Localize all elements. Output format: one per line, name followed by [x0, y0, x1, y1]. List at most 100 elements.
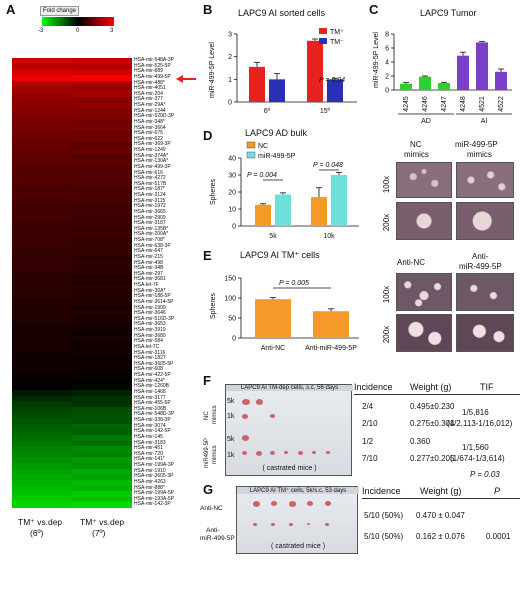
mirna-label: HSA-mir-3115: [134, 197, 166, 204]
chart-c-ytick-label: 2: [385, 74, 389, 81]
chart-c-xtick: 4247: [441, 96, 448, 112]
heatmap-cell: [12, 463, 72, 469]
mirna-label: HSA-mir-199A-3P: [134, 462, 175, 468]
heatmap-cell: [12, 373, 72, 379]
heatmap-cell: [72, 463, 132, 469]
mirna-label: HSA-mir-3605-3P: [134, 473, 174, 480]
mirna-label: HSA-mir-3177: [134, 394, 166, 401]
tumor: [270, 414, 275, 418]
mirna-label: HSA-mir-2909: [134, 214, 166, 221]
chart-b-ytick-label: 1: [228, 77, 232, 84]
f-group-nc-line2: mimics: [212, 405, 218, 424]
chart-b-bar: [269, 79, 285, 102]
heatmap-cell: [12, 412, 72, 419]
heatmap-cell: [72, 260, 132, 267]
tumor: [242, 451, 247, 455]
heatmap-cell: [72, 316, 132, 323]
heatmap-cell: [72, 193, 132, 199]
f-row4-incidence: 7/10: [362, 454, 378, 463]
heatmap-cell: [12, 103, 72, 109]
heatmap-cell: [12, 260, 72, 267]
heatmap-cell: [72, 446, 132, 453]
heatmap-cell: [72, 63, 132, 70]
heatmap-cell: [72, 209, 132, 216]
chart-c-ylabel: miR-499-5P Level: [373, 32, 380, 88]
heatmap-cell: [72, 153, 132, 160]
chart-c-bar: [400, 83, 412, 90]
tumor: [271, 501, 277, 506]
heatmap-cell: [72, 114, 132, 121]
chart-b-pvalue: P = 0.04: [319, 77, 345, 84]
heatmap-cell: [72, 457, 132, 464]
heatmap-cell: [12, 125, 72, 132]
img-col-nc-line1: NC: [410, 140, 422, 149]
chart-d-ytick-label: 10: [228, 207, 236, 214]
f-row-label-5k-2: 5k: [227, 436, 235, 443]
heatmap-cell: [72, 125, 132, 132]
mirna-label: HSA-mir-1909: [134, 304, 166, 311]
heatmap-cell: [72, 164, 132, 171]
mirna-label: HSA-mir-520D-3P: [134, 113, 175, 120]
chart-c-group-ai: AI: [481, 118, 488, 125]
tumor: [242, 399, 250, 406]
colorbar-tick-mid: 0: [76, 28, 80, 34]
heatmap-cell: [12, 119, 72, 126]
mirna-label: HSA-mir-145: [134, 433, 163, 440]
heatmap-cell: [12, 91, 72, 98]
heatmap-cell: [12, 485, 72, 492]
heatmap-cell: [72, 181, 132, 188]
heatmap-cell: [72, 119, 132, 126]
heatmap-cell: [12, 238, 72, 244]
mirna-label: HSA-mir-200A*: [134, 231, 169, 238]
heatmap-cell: [12, 356, 72, 363]
mirna-label: HSA-mir-1827: [134, 355, 166, 362]
heatmap-cell: [12, 108, 72, 115]
heatmap-cell: [12, 159, 72, 166]
mirna-label: HSA-mir-215: [134, 253, 163, 260]
heatmap-cell: [12, 418, 72, 424]
heatmap-cell: [72, 406, 132, 413]
mirna-label: HSA-mir-3605-5P: [134, 360, 174, 367]
colorbar-tick-max: 3: [110, 28, 114, 34]
heatmap-cell: [72, 468, 132, 475]
img-col-mir-line2: mimics: [467, 150, 492, 159]
mirna-label: HSA-mir-498: [134, 259, 163, 266]
heatmap-cell: [72, 378, 132, 385]
heatmap-cell: [12, 131, 72, 138]
heatmap-cell: [72, 204, 132, 211]
mirna-label: HSA-mir-622: [134, 135, 163, 142]
heatmap-cell: [72, 108, 132, 115]
mirna-label: HSA-mir-297: [134, 270, 163, 277]
micrograph-nc-100x: [396, 162, 452, 198]
chart-d-ytick-label: 40: [228, 156, 236, 163]
img-row-100x: 100x: [382, 175, 392, 194]
heatmap-cell: [72, 136, 132, 143]
heatmap-cell: [12, 74, 72, 81]
f-header-tif: TIF: [480, 382, 494, 392]
chart-d-ytick-label: 30: [228, 173, 236, 180]
heatmap-cell: [72, 131, 132, 138]
heatmap-cell: [12, 401, 72, 408]
mirna-label: HSA-mir-488*: [134, 79, 165, 86]
heatmap-cell: [72, 311, 132, 318]
heatmap-cell: [12, 142, 72, 149]
f-pvalue: P = 0.03: [470, 470, 500, 479]
chart-c-title: LAPC9 Tumor: [420, 8, 477, 18]
chart-c-xtick: 4521: [479, 96, 486, 112]
heatmap-cell: [72, 80, 132, 87]
heatmap-cell: [72, 266, 132, 273]
mirna-label: HSA-mir-608: [134, 366, 163, 373]
mirna-label: HSA-mir-3680: [134, 332, 166, 339]
mirna-label: HSA-mir-3116: [134, 349, 166, 356]
f-tif2-ci: (1/674-1/3,614): [450, 454, 505, 463]
tumor-photo-g: LAPC9 AI TM⁺ cells, 5k/s.c, 53 days ( ca…: [236, 486, 359, 554]
mirna-label: HSA-mir-548D-3P: [134, 411, 175, 418]
heatmap-cell: [72, 356, 132, 363]
colorbar: [42, 17, 114, 26]
panel-label-g: G: [203, 482, 214, 497]
heatmap-cell: [72, 198, 132, 205]
mirna-label: HSA-mir-720: [134, 450, 163, 457]
mirna-label: HSA-mir-374A*: [134, 152, 169, 159]
heatmap-cell: [12, 193, 72, 199]
heatmap-cell: [12, 389, 72, 396]
